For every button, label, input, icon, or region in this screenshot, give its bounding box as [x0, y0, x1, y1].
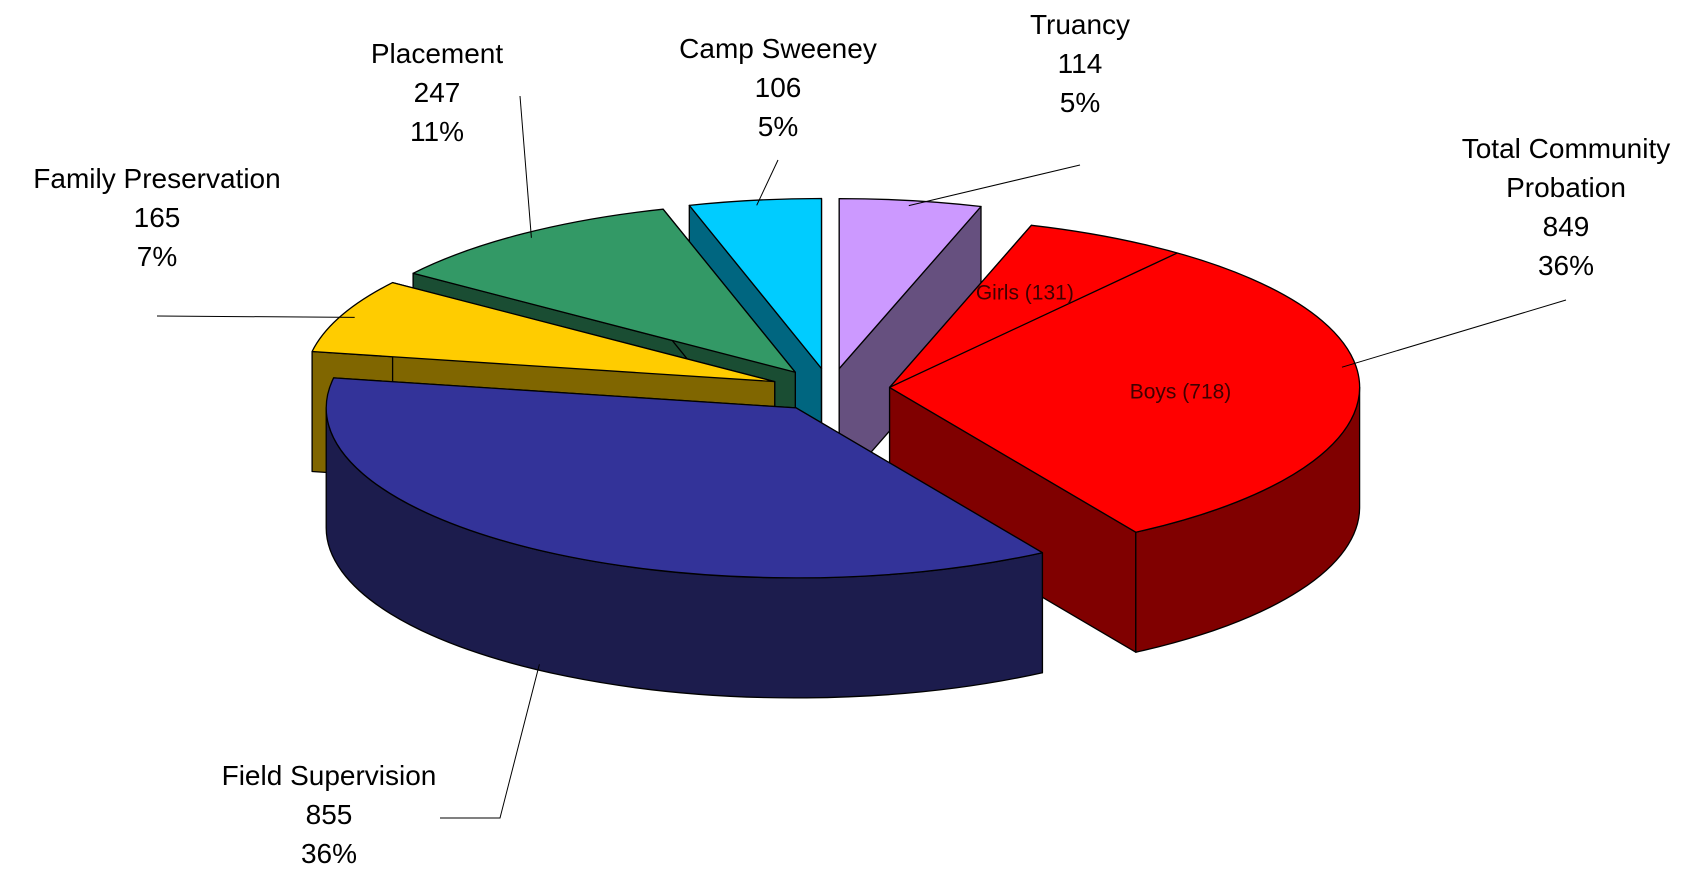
label-value: 247: [414, 77, 461, 108]
label-percent: 5%: [1060, 87, 1100, 118]
label-name: Placement: [371, 38, 504, 69]
label-name: Camp Sweeney: [679, 33, 877, 64]
slice-label: Placement 247 11%: [371, 38, 504, 147]
label-percent: 36%: [301, 838, 357, 869]
label-name: Field Supervision: [222, 760, 437, 791]
leader-line: [756, 159, 779, 206]
leader-line: [519, 95, 532, 238]
label-percent: 36%: [1538, 250, 1594, 281]
slice: [325, 377, 1044, 699]
slice: Girls (131) Boys (718): [888, 224, 1361, 653]
slice-label: Total Community Probation 849 36%: [1462, 133, 1671, 281]
slice-top: [688, 197, 823, 370]
leader-line: [1341, 299, 1567, 368]
slice-top: [311, 281, 776, 383]
leader-line: [908, 164, 1081, 207]
label-name: Family Preservation: [33, 163, 280, 194]
label-value: 106: [755, 72, 802, 103]
leader-line: [440, 664, 540, 819]
label-line: Total Community: [1462, 133, 1671, 164]
label-value: 855: [306, 799, 353, 830]
slice: [838, 197, 982, 490]
label-percent: 11%: [410, 116, 464, 147]
label-line: Probation: [1506, 172, 1626, 203]
sub-label: Boys (718): [1130, 381, 1232, 404]
slice-top: [838, 197, 982, 370]
slice-label: Truancy 114 5%: [1030, 9, 1130, 118]
sub-divider: [889, 252, 1178, 388]
slice-label: Camp Sweeney 106 5%: [679, 33, 877, 142]
slice-top: [325, 377, 1044, 579]
label-percent: 5%: [758, 111, 798, 142]
label-name: Truancy: [1030, 9, 1130, 40]
label-value: 114: [1058, 48, 1103, 79]
slice-label: Field Supervision 855 36%: [222, 760, 437, 869]
slice-top: [888, 224, 1361, 533]
slice-top: [412, 208, 796, 373]
slice-label: Family Preservation 165 7%: [33, 163, 280, 272]
label-value: 165: [134, 202, 181, 233]
label-value: 849: [1543, 211, 1590, 242]
leader-line: [156, 315, 355, 318]
label-percent: 7%: [137, 241, 177, 272]
sub-label: Girls (131): [976, 282, 1074, 305]
